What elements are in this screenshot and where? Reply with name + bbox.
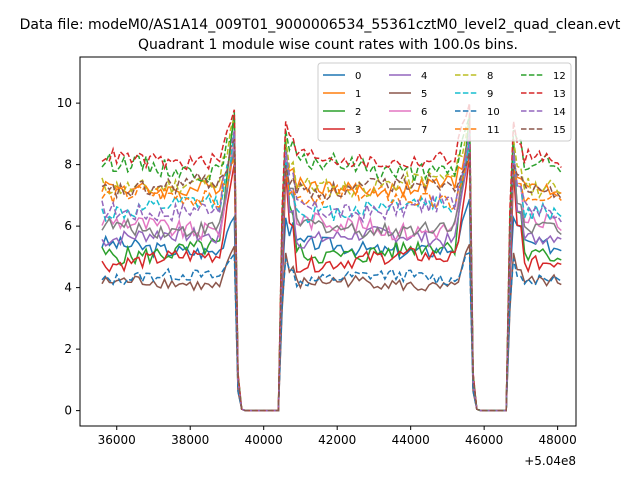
y-tick-label: 4 — [64, 281, 72, 295]
suptitle: Data file: modeM0/AS1A14_009T01_90000065… — [20, 17, 621, 33]
x-tick-label: 38000 — [171, 433, 209, 447]
legend-label-5: 5 — [421, 89, 427, 100]
series-layer — [101, 103, 562, 412]
legend-label-1: 1 — [355, 89, 361, 100]
y-tick-label: 0 — [64, 404, 72, 418]
legend-label-8: 8 — [487, 71, 493, 82]
y-tick-label: 2 — [64, 342, 72, 356]
legend-label-12: 12 — [553, 71, 566, 82]
legend-label-4: 4 — [421, 71, 427, 82]
legend-label-11: 11 — [487, 125, 500, 136]
plot-frame — [79, 56, 577, 427]
x-tick-label: 48000 — [539, 433, 577, 447]
x-tick-label: 46000 — [465, 433, 503, 447]
y-axis: 0 2 4 6 8 10 — [57, 96, 80, 418]
y-tick-label: 10 — [57, 96, 72, 110]
legend-frame — [317, 62, 572, 142]
series-line-15 — [101, 139, 562, 412]
x-tick-label: 36000 — [98, 433, 136, 447]
x-tick-label: 40000 — [245, 433, 283, 447]
legend-label-14: 14 — [553, 107, 566, 118]
y-tick-label: 8 — [64, 158, 72, 172]
x-tick-label: 42000 — [318, 433, 356, 447]
series-line-9 — [101, 130, 562, 412]
legend-label-6: 6 — [421, 107, 427, 118]
legend-label-3: 3 — [355, 125, 361, 136]
legend-label-0: 0 — [355, 71, 361, 82]
legend-label-2: 2 — [355, 107, 361, 118]
legend-label-13: 13 — [553, 89, 566, 100]
x-tick-label: 44000 — [392, 433, 430, 447]
y-tick-label: 6 — [64, 219, 72, 233]
x-offset-label: +5.04e8 — [524, 454, 576, 468]
legend-label-15: 15 — [553, 125, 566, 136]
legend-label-7: 7 — [421, 125, 427, 136]
legend-label-10: 10 — [487, 107, 500, 118]
x-axis: 36000 38000 40000 42000 44000 46000 48000 — [98, 426, 577, 447]
legend-label-9: 9 — [487, 89, 493, 100]
chart-title: Quadrant 1 module wise count rates with … — [138, 37, 518, 53]
